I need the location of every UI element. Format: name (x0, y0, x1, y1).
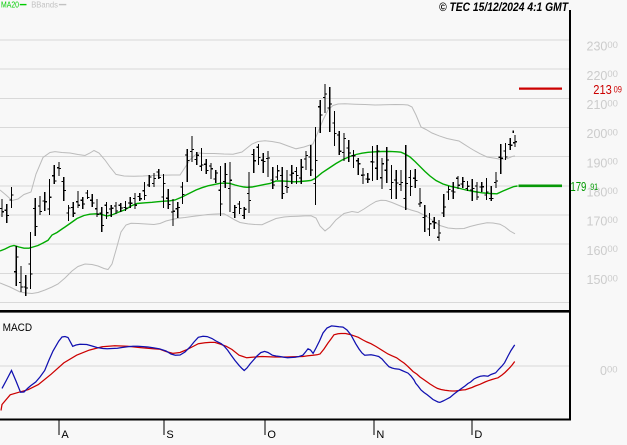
svg-text:20000: 20000 (587, 127, 618, 141)
svg-text:18000: 18000 (587, 186, 618, 200)
svg-text:213: 213 (593, 83, 612, 97)
svg-text:15000: 15000 (587, 273, 618, 287)
svg-text:© TEC 15/12/2024 4:1 GMT: © TEC 15/12/2024 4:1 GMT (439, 2, 569, 14)
svg-text:22000: 22000 (587, 69, 618, 83)
svg-text:000: 000 (600, 364, 618, 378)
svg-text:09: 09 (614, 85, 622, 96)
svg-text:MACD: MACD (3, 322, 33, 334)
svg-text:S: S (166, 429, 173, 440)
svg-text:91: 91 (590, 182, 598, 193)
svg-text:23000: 23000 (587, 40, 618, 54)
svg-text:16000: 16000 (587, 244, 618, 258)
svg-text:MA20: MA20 (1, 0, 19, 10)
svg-text:N: N (376, 429, 384, 440)
svg-text:O: O (267, 429, 276, 440)
svg-text:17000: 17000 (587, 215, 618, 229)
svg-text:21000: 21000 (587, 98, 618, 112)
svg-text:19000: 19000 (587, 156, 618, 170)
svg-text:D: D (474, 429, 482, 440)
svg-text:BBands: BBands (31, 0, 58, 10)
svg-text:179: 179 (570, 180, 586, 194)
svg-text:A: A (61, 429, 69, 440)
